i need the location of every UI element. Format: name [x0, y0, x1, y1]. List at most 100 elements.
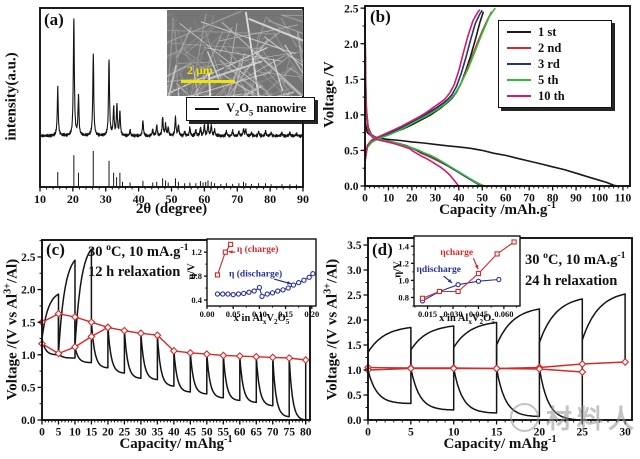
legend-line-swatch — [195, 107, 219, 111]
panel-d-tag: (d) — [372, 240, 393, 259]
marker-circle — [475, 278, 482, 284]
gitt-discharge-pulse — [410, 347, 455, 411]
marker-circle — [296, 280, 302, 286]
xrd-trace — [39, 18, 304, 139]
sem-scalebar-label: 2 μm — [187, 63, 213, 77]
legend-label: V2O5 nanowire — [226, 100, 307, 118]
svg-text:1.2: 1.2 — [398, 258, 409, 268]
annotation-arrowhead — [474, 264, 479, 270]
watermark-logo-circle — [510, 403, 539, 432]
svg-text:20: 20 — [406, 192, 418, 204]
marker-circle — [301, 277, 307, 283]
svg-text:25: 25 — [577, 426, 589, 438]
svg-text:20: 20 — [102, 426, 114, 438]
gitt-discharge-pulse — [452, 345, 498, 414]
svg-text:0.0: 0.0 — [344, 181, 359, 193]
marker-diamond — [120, 326, 129, 335]
svg-text:1.5: 1.5 — [21, 317, 36, 329]
marker-square — [494, 251, 500, 257]
marker-circle — [230, 291, 236, 298]
gitt-discharge-pulse — [140, 333, 159, 381]
marker-diamond — [136, 329, 145, 338]
gitt-discharge-pulse — [173, 350, 192, 393]
gitt-discharge-pulse — [74, 322, 93, 364]
svg-text:80: 80 — [300, 426, 312, 438]
marker-diamond — [535, 365, 544, 373]
svg-text:2.0: 2.0 — [347, 315, 362, 327]
marker-diamond — [301, 356, 310, 364]
cycle-discharge-5th — [364, 11, 484, 187]
svg-text:70: 70 — [523, 192, 535, 204]
svg-text:55: 55 — [218, 426, 230, 438]
gitt-charge-pulse — [367, 326, 412, 368]
svg-text:1.2: 1.2 — [191, 247, 202, 257]
marker-circle — [251, 288, 257, 294]
marker-circle — [246, 289, 252, 295]
svg-text:1.0: 1.0 — [344, 110, 359, 122]
svg-text:0: 0 — [365, 426, 371, 438]
marker-circle — [220, 291, 226, 297]
gitt-discharge-pulse — [57, 317, 76, 359]
svg-text:1.0: 1.0 — [398, 275, 409, 285]
svg-text:50: 50 — [166, 192, 178, 206]
svg-text:2.5: 2.5 — [347, 290, 362, 302]
nanowire-texture — [167, 10, 303, 96]
cycle-charge-10th — [364, 9, 481, 162]
sem-inset-image: 2 μm — [167, 10, 303, 96]
marker-diamond — [169, 346, 178, 355]
svg-text:0.5: 0.5 — [344, 146, 359, 158]
panel-d-inset-ylabel: η/V — [392, 261, 404, 278]
marker-diamond — [252, 352, 261, 361]
svg-text:2.5: 2.5 — [344, 3, 359, 15]
marker-circle — [290, 282, 297, 288]
svg-text:10: 10 — [383, 192, 395, 204]
svg-text:75: 75 — [283, 426, 295, 438]
gitt-discharge-pulse — [206, 354, 225, 399]
marker-circle — [235, 291, 242, 297]
legend-entry: V2O5 nanowire — [195, 101, 306, 117]
marker-square — [475, 270, 482, 277]
legend-entry: 1 st — [507, 24, 603, 40]
marker-diamond — [70, 312, 79, 321]
marker-circle — [214, 291, 221, 297]
panel-c-inset-xlabel: x in AlxV2O5 — [233, 313, 290, 327]
svg-text:80: 80 — [547, 192, 559, 204]
svg-text:1.5: 1.5 — [347, 340, 362, 352]
svg-text:20: 20 — [534, 426, 546, 438]
svg-text:2.0: 2.0 — [344, 39, 359, 51]
marker-diamond — [153, 331, 162, 340]
svg-text:0.05: 0.05 — [226, 309, 241, 319]
panel-a-legend: V2O5 nanowire — [186, 97, 316, 121]
legend-entry: 3 rd — [507, 56, 603, 72]
legend-entry: 10 th — [507, 88, 603, 104]
gitt-discharge-pulse — [107, 327, 126, 374]
svg-text:0.15: 0.15 — [278, 309, 293, 319]
svg-text:1.0: 1.0 — [347, 365, 362, 377]
panel-d-xlabel: Capacity/ mAhg-1 — [443, 434, 557, 452]
svg-text:0.00: 0.00 — [200, 309, 215, 319]
marker-square — [222, 249, 228, 255]
gitt-charge-pulse — [581, 293, 626, 362]
gitt-charge-pulse — [410, 325, 455, 368]
gitt-discharge-pulse — [90, 322, 109, 369]
marker-square — [436, 288, 443, 295]
marker-diamond — [578, 360, 587, 368]
marker-diamond — [87, 332, 96, 341]
svg-text:50: 50 — [201, 426, 213, 438]
cycle-charge-5th — [364, 7, 496, 162]
legend-line-swatch — [507, 62, 531, 66]
gitt-discharge-pulse — [222, 355, 241, 402]
svg-text:40: 40 — [168, 426, 180, 438]
annotation-arrowhead — [286, 281, 292, 285]
ocv-line-lower — [367, 367, 583, 373]
svg-text:40: 40 — [133, 192, 145, 206]
panel-c-xlabel: Capacity/ mAhg-1 — [119, 434, 233, 452]
watermark-text: 材料人 — [546, 405, 640, 435]
marker-diamond — [54, 309, 63, 318]
marker-diamond — [492, 364, 501, 373]
gitt-discharge-pulse — [255, 356, 274, 407]
panel-c-relaxation-note: 12 h relaxation — [88, 264, 181, 280]
inset-annotation: ηcharge — [440, 248, 473, 258]
svg-text:100: 100 — [591, 192, 609, 204]
svg-text:0.8: 0.8 — [191, 271, 202, 281]
